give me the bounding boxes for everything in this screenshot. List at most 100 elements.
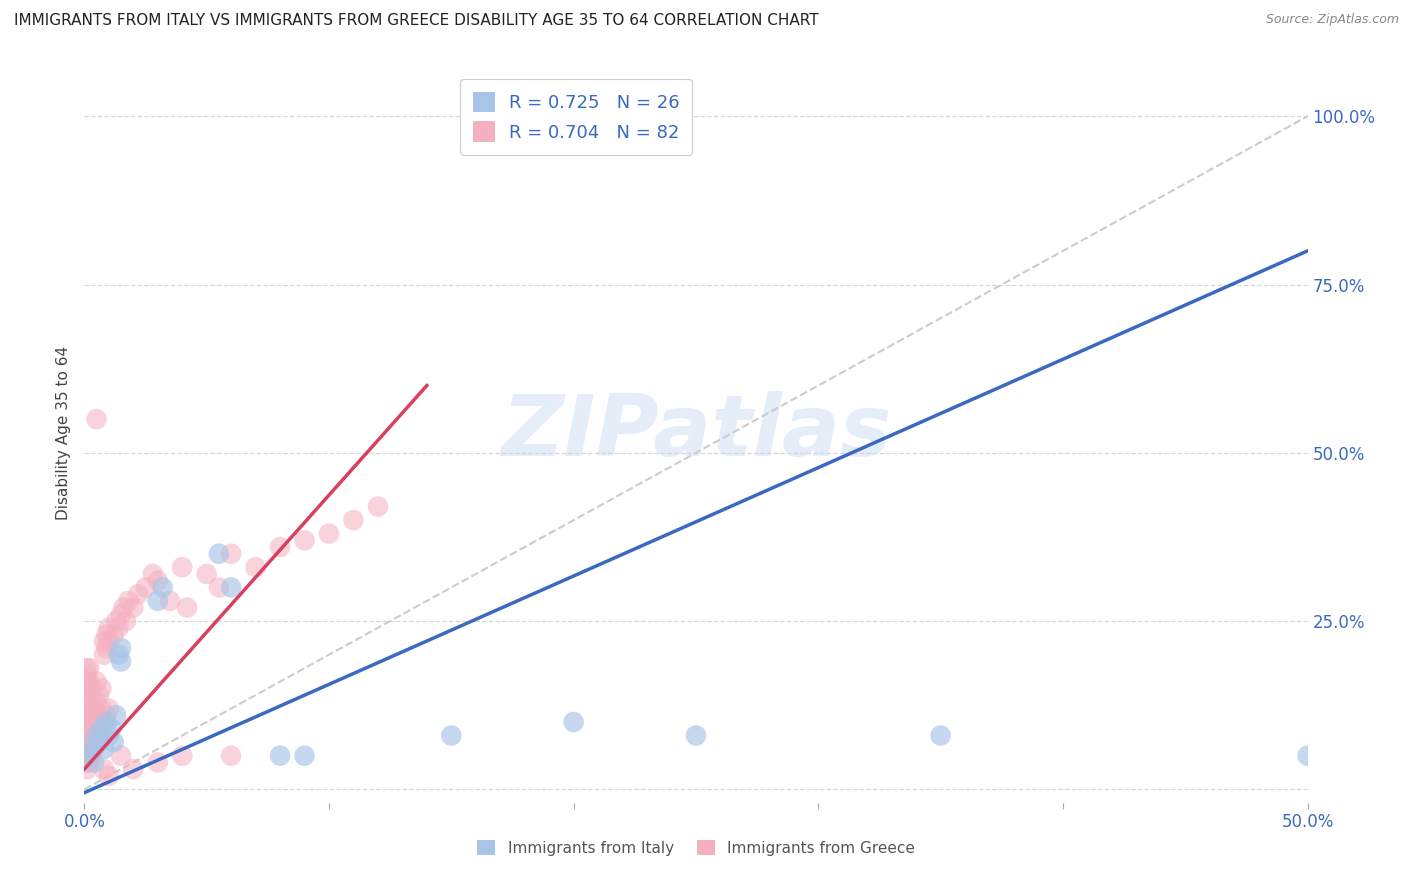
Point: [208, 581, 231, 595]
Point: [77, 688, 100, 702]
Point: [86, 674, 108, 689]
Point: [112, 600, 135, 615]
Point: [90, 701, 112, 715]
Point: [562, 714, 585, 729]
Point: [76, 714, 98, 729]
Point: [87, 708, 110, 723]
Point: [152, 581, 174, 595]
Point: [86, 729, 108, 743]
Point: [440, 729, 463, 743]
Point: [159, 594, 181, 608]
Point: [77, 661, 100, 675]
Point: [96, 640, 118, 655]
Point: [90, 722, 112, 736]
Point: [105, 708, 128, 723]
Point: [110, 655, 132, 669]
Point: [80, 701, 103, 715]
Point: [107, 648, 129, 662]
Point: [127, 587, 149, 601]
Point: [122, 600, 145, 615]
Y-axis label: Disability Age 35 to 64: Disability Age 35 to 64: [56, 345, 72, 520]
Point: [76, 735, 98, 749]
Point: [80, 714, 103, 729]
Point: [367, 500, 389, 514]
Point: [97, 769, 120, 783]
Point: [77, 756, 100, 770]
Point: [929, 729, 952, 743]
Point: [76, 748, 98, 763]
Point: [76, 695, 98, 709]
Point: [97, 634, 120, 648]
Point: [96, 708, 118, 723]
Point: [93, 762, 115, 776]
Point: [97, 621, 120, 635]
Point: [107, 621, 129, 635]
Point: [86, 714, 108, 729]
Point: [318, 526, 340, 541]
Point: [87, 729, 110, 743]
Point: [80, 742, 103, 756]
Point: [103, 627, 125, 641]
Point: [86, 735, 108, 749]
Point: [135, 581, 157, 595]
Point: [93, 742, 115, 756]
Legend: Immigrants from Italy, Immigrants from Greece: Immigrants from Italy, Immigrants from G…: [471, 834, 921, 862]
Point: [146, 594, 169, 608]
Point: [685, 729, 707, 743]
Point: [93, 648, 115, 662]
Point: [97, 729, 120, 743]
Point: [208, 547, 231, 561]
Point: [76, 688, 98, 702]
Point: [80, 681, 103, 696]
Point: [76, 701, 98, 715]
Point: [110, 748, 132, 763]
Point: [76, 681, 98, 696]
Point: [110, 607, 132, 622]
Point: [122, 762, 145, 776]
Point: [245, 560, 267, 574]
Point: [87, 735, 110, 749]
Point: [294, 533, 316, 548]
Point: [83, 722, 105, 736]
Point: [294, 748, 316, 763]
Point: [146, 574, 169, 588]
Point: [100, 722, 122, 736]
Point: [269, 748, 291, 763]
Point: [86, 695, 108, 709]
Point: [76, 674, 98, 689]
Point: [172, 748, 194, 763]
Point: [96, 714, 118, 729]
Point: [110, 640, 132, 655]
Point: [77, 701, 100, 715]
Point: [219, 748, 242, 763]
Text: Source: ZipAtlas.com: Source: ZipAtlas.com: [1265, 13, 1399, 27]
Point: [77, 742, 100, 756]
Point: [86, 412, 108, 426]
Point: [269, 540, 291, 554]
Point: [115, 614, 138, 628]
Point: [219, 547, 242, 561]
Point: [172, 560, 194, 574]
Point: [142, 566, 165, 581]
Point: [105, 614, 128, 628]
Point: [93, 634, 115, 648]
Point: [76, 729, 98, 743]
Point: [90, 681, 112, 696]
Point: [1296, 748, 1319, 763]
Point: [76, 708, 98, 723]
Point: [146, 756, 169, 770]
Point: [76, 722, 98, 736]
Point: [77, 748, 100, 763]
Text: IMMIGRANTS FROM ITALY VS IMMIGRANTS FROM GREECE DISABILITY AGE 35 TO 64 CORRELAT: IMMIGRANTS FROM ITALY VS IMMIGRANTS FROM…: [14, 13, 818, 29]
Point: [96, 627, 118, 641]
Point: [97, 701, 120, 715]
Point: [83, 756, 105, 770]
Point: [87, 688, 110, 702]
Point: [342, 513, 364, 527]
Point: [219, 581, 242, 595]
Point: [76, 668, 98, 682]
Point: [76, 762, 98, 776]
Text: ZIPatlas: ZIPatlas: [501, 391, 891, 475]
Point: [77, 674, 100, 689]
Point: [76, 661, 98, 675]
